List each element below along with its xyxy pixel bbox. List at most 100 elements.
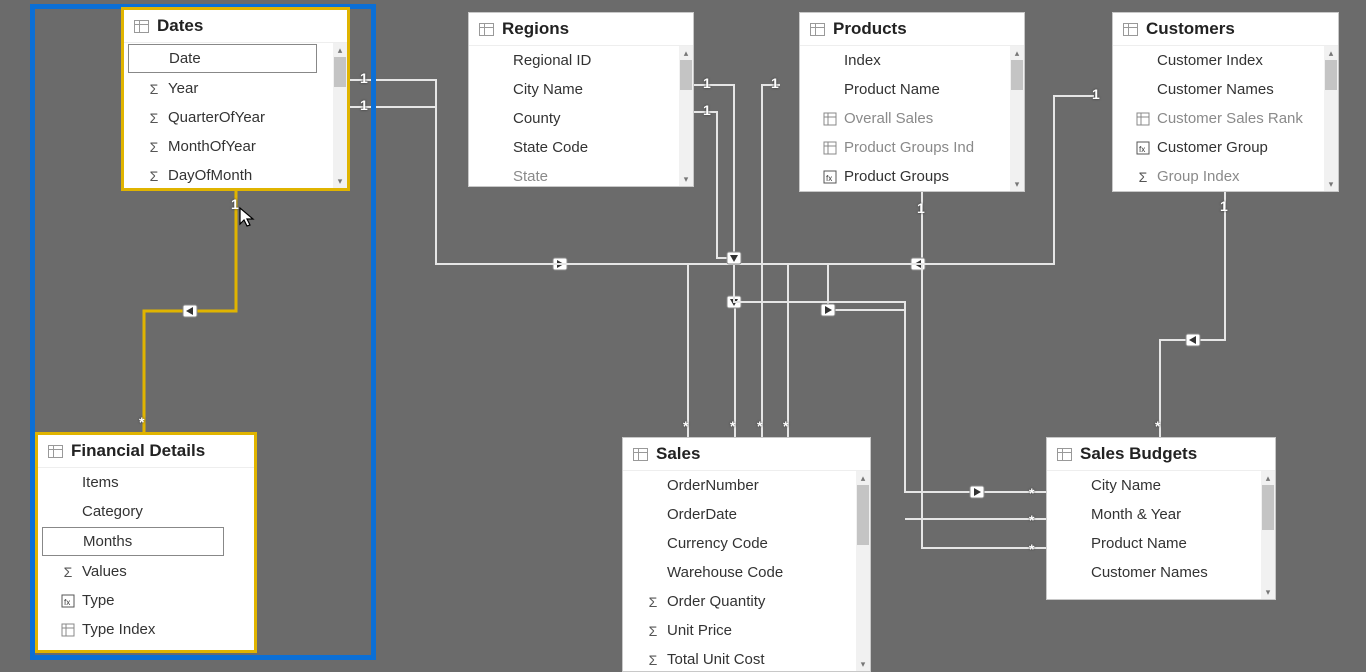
field-row[interactable]: •Customer Names — [1047, 558, 1261, 587]
scrollbar[interactable]: ▴▾ — [1324, 46, 1338, 191]
field-label: Customer Index — [1157, 52, 1263, 69]
table-icon — [633, 448, 648, 461]
relationship-edge[interactable] — [694, 85, 735, 437]
field-row[interactable]: •County — [469, 104, 679, 133]
scrollbar[interactable]: ▴▾ — [1010, 46, 1024, 191]
field-label: Customer Names — [1091, 564, 1208, 581]
field-label: Index — [844, 52, 881, 69]
edge-filter-icon[interactable] — [1186, 334, 1200, 346]
field-row[interactable]: •Category — [38, 497, 240, 526]
table-card-customers[interactable]: Customers•Customer Index•Customer NamesC… — [1112, 12, 1339, 192]
field-row[interactable]: •Items — [38, 468, 240, 497]
field-row[interactable]: ΣOrder Quantity — [623, 587, 856, 616]
scroll-up-icon[interactable]: ▴ — [1015, 46, 1020, 60]
field-row[interactable]: •OrderNumber — [623, 471, 856, 500]
field-row[interactable]: •Index — [800, 46, 1010, 75]
field-row[interactable]: •Product Name — [1047, 529, 1261, 558]
field-row[interactable]: ΣMonthOfYear — [124, 132, 333, 161]
scroll-up-icon[interactable]: ▴ — [684, 46, 689, 60]
table-header[interactable]: Dates — [124, 10, 347, 43]
field-row[interactable]: fxType — [38, 586, 240, 615]
scroll-down-icon[interactable]: ▾ — [684, 172, 689, 186]
field-row[interactable]: •Month & Year — [1047, 500, 1261, 529]
table-header[interactable]: Sales Budgets — [1047, 438, 1275, 471]
table-icon — [48, 445, 63, 458]
table-header[interactable]: Customers — [1113, 13, 1338, 46]
field-row[interactable]: •State — [469, 162, 679, 186]
field-row[interactable]: •Customer Names — [1113, 75, 1324, 104]
edge-filter-icon[interactable] — [727, 296, 741, 308]
cardinality-label: 1 — [1220, 198, 1228, 214]
table-header[interactable]: Financial Details — [38, 435, 254, 468]
field-label: City Name — [1091, 477, 1161, 494]
table-card-financial[interactable]: Financial Details•Items•Category•MonthsΣ… — [35, 432, 257, 653]
table-card-products[interactable]: Products•Index•Product NameOverall Sales… — [799, 12, 1025, 192]
field-row[interactable]: ΣDayOfMonth — [124, 161, 333, 188]
scrollbar[interactable]: ▴▾ — [679, 46, 693, 186]
field-row[interactable]: •Months — [42, 527, 224, 556]
edge-filter-icon[interactable] — [183, 305, 197, 317]
field-row[interactable]: •State Code — [469, 133, 679, 162]
field-row[interactable]: Customer Sales Rank — [1113, 104, 1324, 133]
edge-filter-icon[interactable] — [553, 258, 567, 270]
scroll-up-icon[interactable]: ▴ — [338, 43, 343, 57]
edge-filter-icon[interactable] — [911, 258, 925, 270]
scroll-up-icon[interactable]: ▴ — [1266, 471, 1271, 485]
field-row[interactable]: •Product Name — [800, 75, 1010, 104]
scrollbar[interactable]: ▴▾ — [1261, 471, 1275, 599]
field-row[interactable]: •City Name — [1047, 471, 1261, 500]
scroll-down-icon[interactable]: ▾ — [338, 174, 343, 188]
relationship-edge[interactable] — [1160, 192, 1225, 437]
scroll-down-icon[interactable]: ▾ — [861, 657, 866, 671]
field-row[interactable]: ΣTotal Unit Cost — [623, 645, 856, 671]
table-card-budgets[interactable]: Sales Budgets•City Name•Month & Year•Pro… — [1046, 437, 1276, 600]
scroll-thumb[interactable] — [857, 485, 869, 545]
scroll-thumb[interactable] — [1262, 485, 1274, 530]
scroll-thumb[interactable] — [1011, 60, 1023, 90]
field-row[interactable]: Product Groups Ind — [800, 133, 1010, 162]
field-row[interactable]: •Date — [128, 44, 317, 73]
scroll-up-icon[interactable]: ▴ — [1329, 46, 1334, 60]
scroll-down-icon[interactable]: ▾ — [1329, 177, 1334, 191]
field-label: County — [513, 110, 561, 127]
fx-column-icon: fx — [822, 170, 838, 184]
field-row[interactable]: •Warehouse Code — [623, 558, 856, 587]
field-row[interactable]: ΣValues — [38, 557, 240, 586]
relationship-edge[interactable] — [144, 191, 236, 432]
field-row[interactable]: ΣYear — [124, 74, 333, 103]
edge-filter-icon[interactable] — [970, 486, 984, 498]
scroll-thumb[interactable] — [1325, 60, 1337, 90]
field-row[interactable]: •Currency Code — [623, 529, 856, 558]
scroll-thumb[interactable] — [334, 57, 346, 87]
scroll-down-icon[interactable]: ▾ — [1015, 177, 1020, 191]
field-row[interactable]: •City Name — [469, 75, 679, 104]
table-card-regions[interactable]: Regions•Regional ID•City Name•County•Sta… — [468, 12, 694, 187]
table-header[interactable]: Products — [800, 13, 1024, 46]
scrollbar[interactable]: ▴▾ — [856, 471, 870, 671]
table-card-sales[interactable]: Sales•OrderNumber•OrderDate•Currency Cod… — [622, 437, 871, 672]
scroll-up-icon[interactable]: ▴ — [861, 471, 866, 485]
field-row[interactable]: •Customer Index — [1113, 46, 1324, 75]
field-row[interactable]: •Regional ID — [469, 46, 679, 75]
table-header[interactable]: Sales — [623, 438, 870, 471]
edge-filter-icon[interactable] — [727, 252, 741, 264]
scrollbar[interactable]: ▴▾ — [333, 43, 347, 188]
table-header[interactable]: Regions — [469, 13, 693, 46]
field-row[interactable]: •OrderDate — [623, 500, 856, 529]
field-row[interactable]: fxCustomer Group — [1113, 133, 1324, 162]
field-row[interactable]: ΣGroup Index — [1113, 162, 1324, 191]
scroll-down-icon[interactable]: ▾ — [1266, 585, 1271, 599]
sigma-icon: Σ — [146, 139, 162, 155]
field-label: OrderDate — [667, 506, 737, 523]
sigma-icon: Σ — [60, 564, 76, 580]
relationship-edge[interactable] — [762, 192, 922, 437]
field-label: Category — [82, 503, 143, 520]
field-row[interactable]: Type Index — [38, 615, 240, 644]
field-row[interactable]: fxProduct Groups — [800, 162, 1010, 191]
field-row[interactable]: Overall Sales — [800, 104, 1010, 133]
field-row[interactable]: ΣQuarterOfYear — [124, 103, 333, 132]
field-row[interactable]: ΣUnit Price — [623, 616, 856, 645]
edge-filter-icon[interactable] — [821, 304, 835, 316]
table-card-dates[interactable]: Dates•DateΣYearΣQuarterOfYearΣMonthOfYea… — [121, 7, 350, 191]
scroll-thumb[interactable] — [680, 60, 692, 90]
